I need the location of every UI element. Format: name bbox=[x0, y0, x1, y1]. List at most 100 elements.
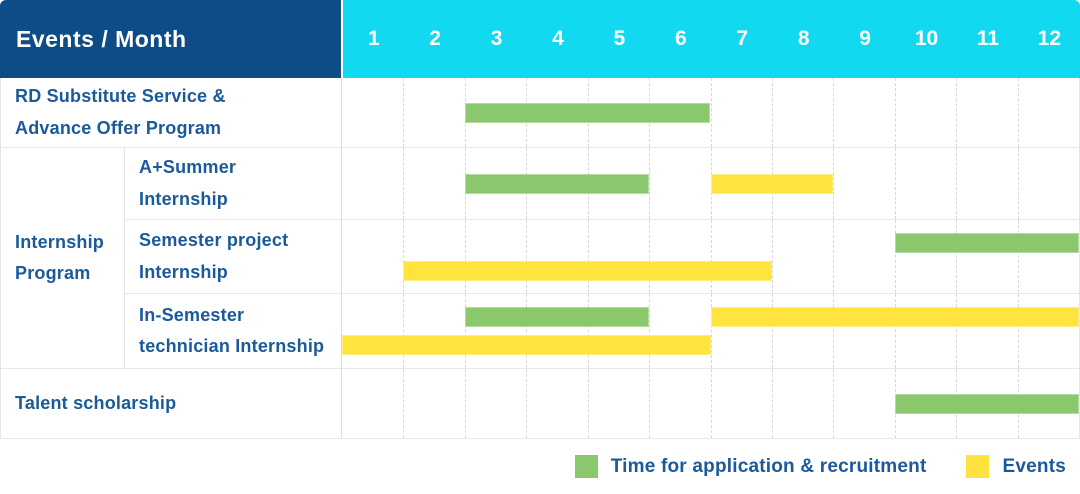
month-gridline bbox=[894, 220, 896, 293]
month-gridline bbox=[710, 220, 712, 293]
month-header-cell: 12 bbox=[1037, 27, 1062, 50]
row-label-line: A+Summer bbox=[139, 157, 237, 177]
table-row: RD Substitute Service & Advance Offer Pr… bbox=[1, 78, 1079, 148]
month-gridline bbox=[526, 294, 528, 368]
timeline-cell bbox=[342, 294, 1079, 368]
legend: Time for application & recruitment Events bbox=[0, 439, 1080, 494]
gantt-bar-green bbox=[464, 102, 711, 123]
month-header-cell: 10 bbox=[914, 27, 939, 50]
month-gridline bbox=[833, 294, 835, 368]
month-gridline bbox=[1017, 78, 1019, 147]
row-label-line: technician Internship bbox=[139, 336, 325, 356]
legend-swatch-yellow bbox=[966, 455, 990, 478]
month-gridline bbox=[464, 220, 466, 293]
gantt-bar-yellow bbox=[710, 307, 1079, 327]
month-gridline bbox=[587, 369, 589, 438]
month-gridline bbox=[771, 78, 773, 147]
timeline-cell bbox=[342, 369, 1079, 438]
gantt-bar-green bbox=[464, 307, 650, 327]
month-gridline bbox=[403, 369, 405, 438]
month-gridline bbox=[403, 294, 405, 368]
month-gridline bbox=[649, 148, 651, 219]
month-gridline bbox=[771, 294, 773, 368]
month-gridline bbox=[833, 220, 835, 293]
row-label-line: RD Substitute Service & bbox=[15, 86, 226, 106]
group-label-line: Internship bbox=[15, 231, 105, 252]
month-gridline bbox=[833, 369, 835, 438]
month-gridline bbox=[956, 148, 958, 219]
table-row: Semester project Internship bbox=[125, 220, 1079, 294]
gantt-bar-yellow bbox=[710, 173, 834, 194]
month-gridline bbox=[587, 294, 589, 368]
legend-label: Time for application & recruitment bbox=[610, 455, 927, 477]
month-gridline bbox=[833, 78, 835, 147]
month-gridline bbox=[1017, 294, 1019, 368]
month-gridline bbox=[710, 294, 712, 368]
events-month-header: Events / Month bbox=[0, 0, 341, 78]
month-gridline bbox=[649, 369, 651, 438]
month-gridline bbox=[526, 220, 528, 293]
table-header: Events / Month 1 2 3 4 5 6 7 8 9 10 11 12 bbox=[0, 0, 1080, 78]
row-label-a-plus-summer: A+Summer Internship bbox=[125, 148, 342, 219]
month-gridline bbox=[771, 220, 773, 293]
month-header-cell: 2 bbox=[429, 27, 441, 50]
row-label-line: Talent scholarship bbox=[15, 392, 177, 413]
row-label-line: In-Semester bbox=[139, 304, 245, 325]
group-subrows: A+Summer Internship Semester project Int… bbox=[125, 148, 1079, 368]
month-header-strip: 1 2 3 4 5 6 7 8 9 10 11 12 bbox=[343, 0, 1080, 78]
timeline-cell bbox=[342, 148, 1079, 219]
month-header-cell: 3 bbox=[490, 27, 503, 50]
month-gridline bbox=[649, 294, 651, 368]
gantt-bar-yellow bbox=[403, 261, 772, 281]
month-gridline bbox=[894, 294, 896, 368]
month-gridline bbox=[710, 369, 712, 438]
month-gridline bbox=[771, 369, 773, 438]
month-gridline bbox=[894, 78, 896, 147]
month-gridline bbox=[403, 148, 405, 219]
timeline-cell bbox=[342, 78, 1079, 147]
row-label-line: Internship bbox=[139, 261, 229, 282]
month-gridline bbox=[464, 294, 466, 368]
month-gridline bbox=[894, 148, 896, 219]
gantt-body: RD Substitute Service & Advance Offer Pr… bbox=[0, 78, 1080, 439]
group-label-line: Program bbox=[15, 263, 91, 283]
month-gridline bbox=[956, 294, 958, 368]
legend-item: Time for application & recruitment bbox=[574, 455, 927, 478]
month-gridline bbox=[956, 220, 958, 293]
month-gridline bbox=[403, 220, 405, 293]
row-label-rd-substitute: RD Substitute Service & Advance Offer Pr… bbox=[1, 78, 342, 147]
month-gridline bbox=[956, 78, 958, 147]
table-row: Talent scholarship bbox=[1, 369, 1079, 439]
table-row: In-Semester technician Internship bbox=[125, 294, 1079, 368]
gantt-bar-green bbox=[464, 173, 650, 194]
month-header-cell: 1 bbox=[367, 27, 380, 50]
month-gridline bbox=[833, 148, 835, 219]
group-label-internship-program: Internship Program bbox=[1, 148, 125, 368]
month-gridline bbox=[587, 220, 589, 293]
month-gridline bbox=[710, 78, 712, 147]
month-gridline bbox=[464, 369, 466, 438]
legend-item: Events bbox=[966, 455, 1066, 478]
gantt-bar-yellow bbox=[342, 335, 711, 355]
timeline-cell bbox=[342, 220, 1079, 293]
row-label-line: Semester project bbox=[139, 230, 289, 250]
month-gridline bbox=[649, 220, 651, 293]
month-gridline bbox=[403, 78, 405, 147]
row-label-semester-project: Semester project Internship bbox=[125, 220, 342, 293]
row-label-line: Advance Offer Program bbox=[15, 117, 222, 138]
legend-label: Events bbox=[1002, 455, 1066, 477]
month-header-cell: 11 bbox=[976, 27, 1000, 50]
month-gridline bbox=[1017, 220, 1019, 293]
month-header-cell: 8 bbox=[797, 27, 810, 50]
gantt-bar-green bbox=[894, 393, 1079, 414]
gantt-bar-green bbox=[894, 233, 1079, 253]
month-gridline bbox=[1017, 148, 1019, 219]
month-header-cell: 6 bbox=[674, 27, 687, 50]
row-label-line: Internship bbox=[139, 188, 229, 209]
month-header-cell: 5 bbox=[613, 27, 626, 50]
month-gridline bbox=[526, 369, 528, 438]
table-row: A+Summer Internship bbox=[125, 148, 1079, 220]
row-label-in-semester-technician: In-Semester technician Internship bbox=[125, 294, 342, 368]
row-label-talent-scholarship: Talent scholarship bbox=[1, 369, 342, 438]
month-header-cell: 4 bbox=[552, 27, 564, 50]
